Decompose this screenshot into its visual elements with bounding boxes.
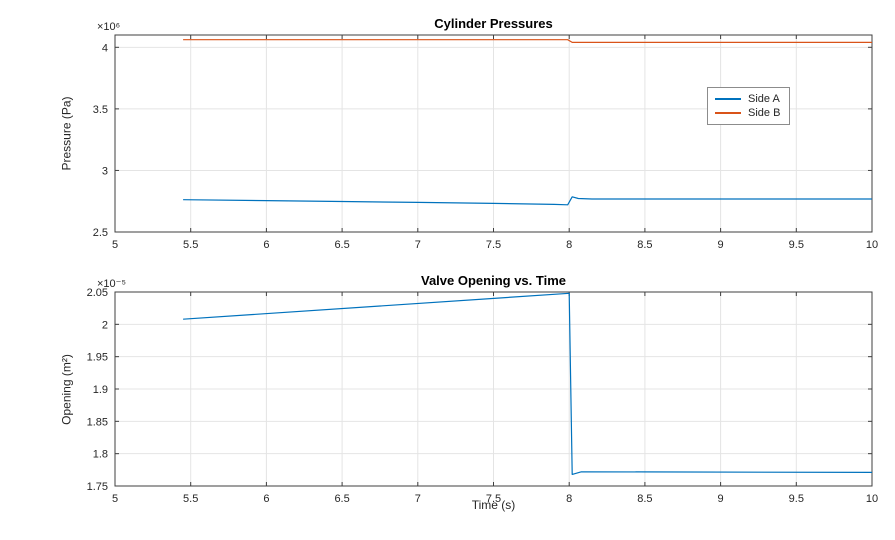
legend-label-side-b: Side B — [748, 107, 781, 119]
svg-text:5: 5 — [112, 239, 118, 251]
svg-text:6.5: 6.5 — [334, 239, 349, 251]
svg-text:5: 5 — [112, 493, 118, 505]
svg-text:6: 6 — [263, 239, 269, 251]
svg-text:1.85: 1.85 — [87, 416, 108, 428]
legend-label-side-a: Side A — [748, 93, 780, 105]
svg-text:10: 10 — [866, 239, 878, 251]
svg-text:1.9: 1.9 — [93, 384, 108, 396]
chart-title-valve-opening: Valve Opening vs. Time — [421, 273, 566, 288]
svg-text:3.5: 3.5 — [93, 104, 108, 116]
legend-line-swatch-side-b — [715, 112, 741, 114]
svg-text:9: 9 — [718, 239, 724, 251]
y-axis-scale-label-top: ×10⁶ — [97, 21, 121, 33]
x-axis-label-time: Time (s) — [471, 498, 516, 512]
svg-text:9.5: 9.5 — [789, 493, 804, 505]
svg-text:9.5: 9.5 — [789, 239, 804, 251]
legend[interactable]: Side A Side B — [707, 87, 791, 125]
chart-title-pressures: Cylinder Pressures — [434, 16, 553, 31]
y-axis-label-pressure: Pressure (Pa) — [59, 96, 74, 171]
svg-text:1.95: 1.95 — [87, 352, 108, 364]
legend-entry-side-b: Side B — [715, 106, 780, 120]
svg-text:5.5: 5.5 — [183, 239, 198, 251]
svg-text:8.5: 8.5 — [637, 493, 652, 505]
y-axis-scale-label-bottom: ×10⁻⁵ — [97, 278, 127, 290]
y-axis-label-opening: Opening (m²) — [59, 354, 74, 425]
legend-entry-side-a: Side A — [715, 92, 780, 106]
svg-text:3: 3 — [102, 165, 108, 177]
svg-text:1.75: 1.75 — [87, 481, 108, 493]
svg-text:9: 9 — [718, 493, 724, 505]
svg-text:1.8: 1.8 — [93, 449, 108, 461]
svg-text:7: 7 — [415, 493, 421, 505]
svg-text:6: 6 — [263, 493, 269, 505]
svg-text:2.05: 2.05 — [87, 287, 108, 299]
svg-text:7.5: 7.5 — [486, 239, 501, 251]
svg-text:4: 4 — [102, 42, 108, 54]
legend-line-swatch-side-a — [715, 98, 741, 100]
svg-text:5.5: 5.5 — [183, 493, 198, 505]
svg-text:8: 8 — [566, 239, 572, 251]
svg-text:8.5: 8.5 — [637, 239, 652, 251]
svg-text:7.5: 7.5 — [486, 493, 501, 505]
svg-text:10: 10 — [866, 493, 878, 505]
svg-text:8: 8 — [566, 493, 572, 505]
svg-text:6.5: 6.5 — [334, 493, 349, 505]
svg-text:7: 7 — [415, 239, 421, 251]
svg-text:2.5: 2.5 — [93, 227, 108, 239]
svg-text:2: 2 — [102, 319, 108, 331]
